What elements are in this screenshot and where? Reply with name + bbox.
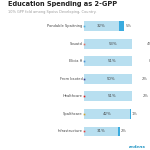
Text: Spalthcare: Spalthcare: [63, 112, 83, 116]
Text: 2%: 2%: [143, 94, 148, 98]
Text: 10% GPP fold among Spoiss Developing, Country.: 10% GPP fold among Spoiss Developing, Co…: [8, 10, 96, 14]
Text: 51%: 51%: [108, 94, 116, 98]
Bar: [140, 56, 148, 66]
Text: 2%: 2%: [121, 129, 127, 133]
Bar: [84, 39, 142, 48]
Bar: [84, 109, 130, 119]
Text: 4%: 4%: [147, 42, 150, 46]
Text: Souatd: Souatd: [70, 42, 83, 46]
Bar: [84, 21, 119, 31]
Bar: [142, 39, 146, 48]
Bar: [130, 109, 131, 119]
Text: Pondable Spaitning: Pondable Spaitning: [47, 24, 83, 28]
Text: redens: redens: [129, 144, 146, 148]
Text: Infrastructure: Infrastructure: [58, 129, 83, 133]
Bar: [118, 127, 120, 136]
Bar: [119, 21, 124, 31]
Text: Elicia H: Elicia H: [69, 59, 83, 63]
Text: 8%: 8%: [149, 59, 150, 63]
Text: 32%: 32%: [97, 24, 106, 28]
Bar: [84, 56, 140, 66]
Text: 53%: 53%: [109, 42, 117, 46]
Text: 50%: 50%: [107, 77, 116, 81]
Text: Healthcare: Healthcare: [63, 94, 83, 98]
Bar: [84, 127, 118, 136]
Text: From bsoted: From bsoted: [60, 77, 83, 81]
Text: 31%: 31%: [97, 129, 105, 133]
Text: 51%: 51%: [108, 59, 116, 63]
Bar: [140, 92, 142, 101]
Bar: [84, 92, 140, 101]
Text: 5%: 5%: [125, 24, 131, 28]
Bar: [84, 74, 138, 84]
Text: 42%: 42%: [103, 112, 111, 116]
Text: 2%: 2%: [142, 77, 147, 81]
Text: Education Spending as 2-GPP: Education Spending as 2-GPP: [8, 1, 117, 7]
Bar: [138, 74, 141, 84]
Text: 1%: 1%: [132, 112, 138, 116]
